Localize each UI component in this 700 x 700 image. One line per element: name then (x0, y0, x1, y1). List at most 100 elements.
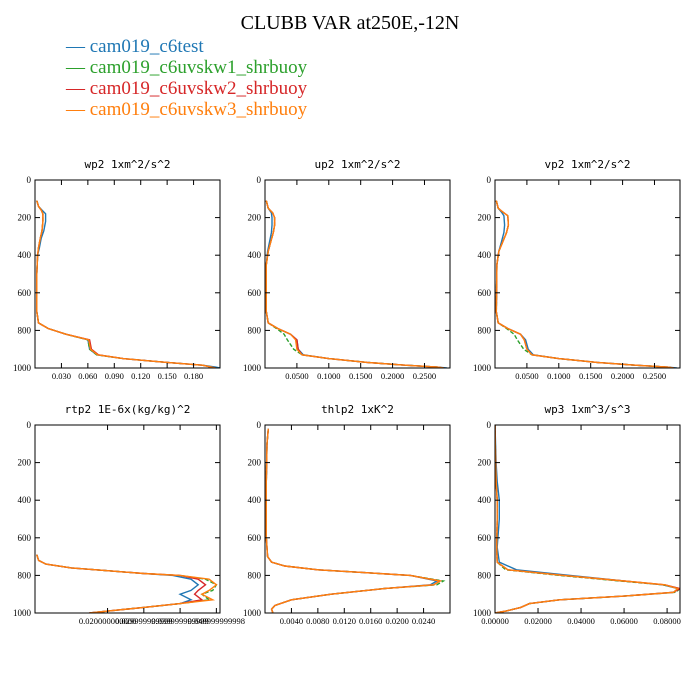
y-tick-label: 200 (478, 458, 492, 468)
x-tick-label: 0.180 (184, 371, 203, 381)
y-tick-label: 600 (248, 533, 262, 543)
x-tick-label: 0.04000 (567, 616, 595, 626)
x-tick-label: 0.0120 (333, 616, 356, 626)
x-tick-label: 0.2000 (611, 371, 634, 381)
figure-title: CLUBB VAR at250E,-12N (240, 12, 460, 34)
y-tick-label: 1000 (13, 363, 32, 373)
x-tick-label: 0.08000 (653, 616, 681, 626)
legend-swatch: — (66, 36, 90, 57)
legend-label: cam019_c6uvskw2_shrbuoy (89, 78, 308, 99)
x-tick-label: 0.0160 (359, 616, 382, 626)
x-tick-label: 0.2500 (643, 371, 666, 381)
y-tick-label: 200 (18, 458, 32, 468)
x-tick-label: 0.1500 (349, 371, 372, 381)
y-tick-label: 1000 (473, 608, 492, 618)
x-tick-label: 0.06000 (610, 616, 638, 626)
y-tick-label: 800 (18, 570, 32, 580)
x-tick-label: 0.1000 (317, 371, 340, 381)
x-tick-label: 0.060 (78, 371, 97, 381)
y-tick-label: 200 (248, 213, 262, 223)
plot-frame (494, 424, 681, 614)
y-tick-label: 1000 (13, 608, 32, 618)
y-tick-label: 200 (478, 213, 492, 223)
y-tick-label: 0 (487, 175, 492, 185)
x-tick-label: 0.0500 (515, 371, 538, 381)
legend-label: cam019_c6test (89, 36, 204, 57)
y-tick-label: 600 (478, 533, 492, 543)
panel-title: thlp2 1xK^2 (321, 403, 394, 416)
legend-swatch: — (66, 78, 90, 99)
legend-label: cam019_c6uvskw3_shrbuoy (89, 99, 308, 120)
x-tick-label: 0.020000000000 (79, 616, 136, 626)
y-tick-label: 800 (248, 325, 262, 335)
y-tick-label: 400 (18, 495, 32, 505)
y-tick-label: 1000 (473, 363, 492, 373)
x-tick-label: 0.0240 (412, 616, 435, 626)
panel-title: rtp2 1E-6x(kg/kg)^2 (65, 403, 191, 416)
series-line (36, 554, 218, 613)
x-tick-label: 0.049999999998 (188, 616, 245, 626)
y-tick-label: 0 (257, 420, 262, 430)
panel-title: wp2 1xm^2/s^2 (84, 158, 170, 171)
series-line (265, 428, 439, 613)
series-line (495, 200, 674, 368)
chart-panel: vp2 1xm^2/s^2 0 200 400 600 800 1000 0.0500 0.10… (473, 158, 681, 381)
x-tick-label: 0.039999999999 (151, 616, 208, 626)
series-line (495, 425, 680, 613)
chart-panel: rtp2 1E-6x(kg/kg)^2 0 200 400 600 800 1000 0.02… (13, 403, 245, 626)
panel-title: vp2 1xm^2/s^2 (544, 158, 630, 171)
x-tick-label: 0.090 (105, 371, 124, 381)
y-tick-label: 800 (248, 570, 262, 580)
series-line (265, 428, 443, 613)
y-tick-label: 800 (18, 325, 32, 335)
y-tick-label: 400 (18, 250, 32, 260)
y-tick-label: 0 (27, 175, 32, 185)
y-tick-label: 0 (27, 420, 32, 430)
y-tick-label: 400 (478, 250, 492, 260)
x-tick-label: 0.00000 (481, 616, 509, 626)
plot-frame (264, 179, 451, 369)
series-line (495, 200, 674, 368)
x-tick-label: 0.0500 (285, 371, 308, 381)
series-line (36, 200, 216, 368)
chart-panel: up2 1xm^2/s^2 0 200 400 600 800 1000 0.0500 0.10… (243, 158, 451, 381)
y-tick-label: 1000 (243, 363, 262, 373)
series-line (495, 200, 674, 368)
x-tick-label: 0.2500 (413, 371, 436, 381)
y-tick-label: 800 (478, 325, 492, 335)
y-tick-label: 0 (487, 420, 492, 430)
y-tick-label: 800 (478, 570, 492, 580)
x-tick-label: 0.2000 (381, 371, 404, 381)
series-line (36, 554, 218, 613)
x-tick-label: 0.0080 (306, 616, 329, 626)
x-tick-label: 0.0200 (385, 616, 408, 626)
legend-entry: — cam019_c6uvskw3_shrbuoy (66, 99, 307, 120)
plot-frame (494, 179, 681, 369)
chart-panel: wp2 1xm^2/s^2 0 200 400 600 800 1000 0.030 0.060… (13, 158, 221, 381)
legend: — cam019_c6test — cam019_c6uvskw1_shrbuo… (66, 36, 307, 120)
plot-frame (264, 424, 451, 614)
x-tick-label: 0.0040 (280, 616, 303, 626)
y-tick-label: 400 (248, 495, 262, 505)
x-tick-label: 0.150 (158, 371, 177, 381)
series-line (36, 200, 216, 368)
y-tick-label: 400 (248, 250, 262, 260)
legend-swatch: — (66, 57, 90, 78)
panel-title: wp3 1xm^3/s^3 (544, 403, 630, 416)
series-line (265, 200, 444, 368)
series-line (265, 200, 444, 368)
series-line (495, 425, 680, 613)
x-tick-label: 0.030 (52, 371, 71, 381)
y-tick-label: 200 (18, 213, 32, 223)
x-tick-label: 0.120 (131, 371, 150, 381)
series-line (495, 425, 680, 613)
x-tick-label: 0.02000 (524, 616, 552, 626)
panel-title: up2 1xm^2/s^2 (314, 158, 400, 171)
plot-frame (34, 179, 221, 369)
y-tick-label: 400 (478, 495, 492, 505)
series-line (265, 428, 443, 613)
y-tick-label: 600 (18, 288, 32, 298)
series-line (265, 200, 444, 368)
series-line (36, 200, 220, 368)
